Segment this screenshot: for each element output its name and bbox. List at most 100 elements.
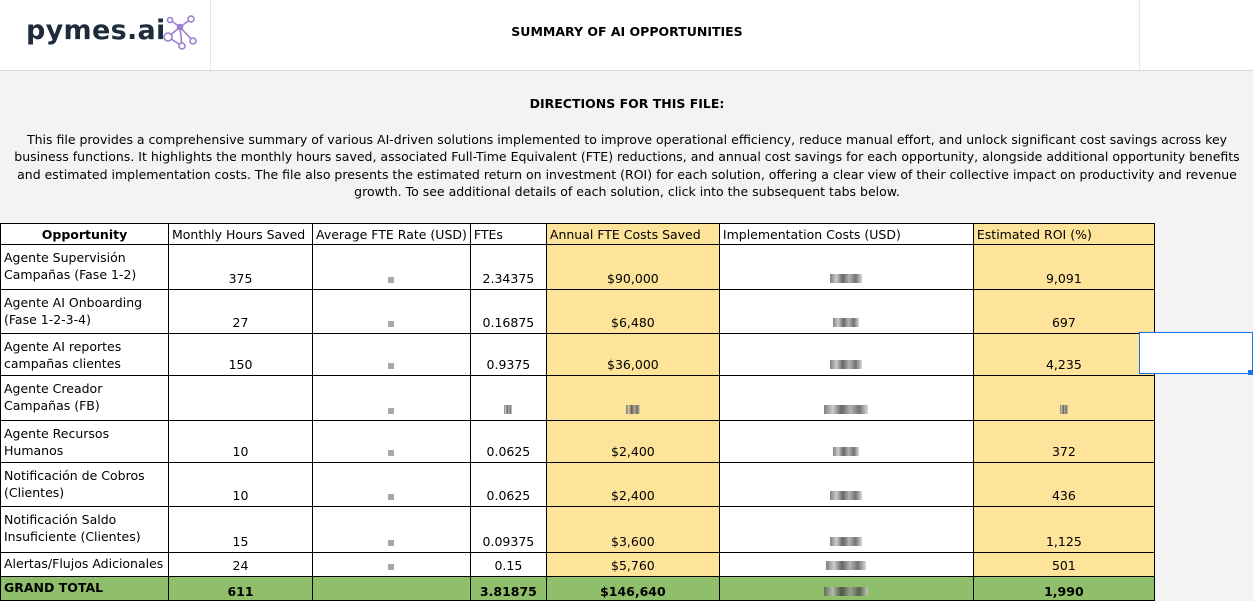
grand-total-row: GRAND TOTAL 611 3.81875 $146,640 1,990	[0, 576, 1155, 601]
header-annual-savings[interactable]: Annual FTE Costs Saved	[545, 223, 720, 245]
redacted-value	[388, 277, 395, 283]
redacted-value	[830, 274, 863, 283]
cell-ftes[interactable]: 0.16875	[469, 289, 547, 334]
cell-implementation-redacted[interactable]	[718, 289, 974, 334]
cell-fte-rate-redacted[interactable]	[312, 289, 471, 334]
total-estimated-roi[interactable]: 1,990	[972, 576, 1155, 601]
cell-ftes[interactable]	[469, 375, 547, 421]
cell-estimated-roi[interactable]: 501	[972, 552, 1155, 577]
header-fte-rate[interactable]: Average FTE Rate (USD)	[312, 223, 471, 245]
cell-monthly-hours[interactable]: 375	[168, 244, 313, 290]
redacted-value	[833, 447, 860, 456]
cell-opportunity[interactable]: Agente AI reportes campañas clientes	[0, 333, 169, 376]
cell-opportunity[interactable]: Notificación de Cobros (Clientes)	[0, 462, 169, 507]
cell-fte-rate-redacted[interactable]	[312, 333, 471, 376]
cell-implementation-redacted[interactable]	[718, 333, 974, 376]
total-annual-savings[interactable]: $146,640	[545, 576, 720, 601]
cell-estimated-roi[interactable]: 4,235	[972, 333, 1155, 376]
header-opportunity[interactable]: Opportunity	[0, 223, 169, 245]
cell-ftes[interactable]: 0.09375	[469, 506, 547, 553]
cell-implementation-redacted[interactable]	[718, 462, 974, 507]
table-header-row: Opportunity Monthly Hours Saved Average …	[0, 223, 1155, 245]
cell-estimated-roi[interactable]: 372	[972, 420, 1155, 463]
total-monthly-hours[interactable]: 611	[168, 576, 313, 601]
cell-opportunity[interactable]: Agente Supervisión Campañas (Fase 1-2)	[0, 244, 169, 290]
total-fte-rate[interactable]	[312, 576, 471, 601]
cell-monthly-hours[interactable]: 150	[168, 333, 313, 376]
table-row: Agente Recursos Humanos 10 0.0625 $2,400…	[0, 420, 1155, 463]
redacted-value	[388, 321, 395, 327]
cell-monthly-hours[interactable]: 24	[168, 552, 313, 577]
cell-annual-savings[interactable]: $2,400	[545, 420, 720, 463]
table-row: Notificación Saldo Insuficiente (Cliente…	[0, 506, 1155, 553]
table-row: Agente AI reportes campañas clientes 150…	[0, 333, 1155, 376]
cell-ftes[interactable]: 0.0625	[469, 420, 547, 463]
cell-fte-rate-redacted[interactable]	[312, 420, 471, 463]
cell-ftes[interactable]: 2.34375	[469, 244, 547, 290]
cell-annual-savings[interactable]	[545, 375, 720, 421]
redacted-value	[625, 405, 640, 414]
redacted-value	[824, 587, 869, 596]
cell-annual-savings[interactable]: $36,000	[545, 333, 720, 376]
cell-monthly-hours[interactable]	[168, 375, 313, 421]
cell-estimated-roi[interactable]	[972, 375, 1155, 421]
directions-text: This file provides a comprehensive summa…	[14, 132, 1240, 199]
table-row: Agente AI Onboarding (Fase 1-2-3-4) 27 0…	[0, 289, 1155, 334]
network-nodes-icon	[163, 15, 197, 50]
cell-opportunity[interactable]: Alertas/Flujos Adicionales	[0, 552, 169, 577]
header-ftes[interactable]: FTEs	[469, 223, 547, 245]
cell-annual-savings[interactable]: $90,000	[545, 244, 720, 290]
redacted-value	[388, 494, 395, 500]
table-row: Agente Supervisión Campañas (Fase 1-2) 3…	[0, 244, 1155, 290]
cell-ftes[interactable]: 0.9375	[469, 333, 547, 376]
cell-fte-rate-redacted[interactable]	[312, 375, 471, 421]
redacted-value	[826, 561, 867, 570]
cell-annual-savings[interactable]: $6,480	[545, 289, 720, 334]
cell-estimated-roi[interactable]: 1,125	[972, 506, 1155, 553]
cell-annual-savings[interactable]: $5,760	[545, 552, 720, 577]
selected-cell[interactable]	[1139, 332, 1253, 374]
table-row: Agente Creador Campañas (FB)	[0, 375, 1155, 421]
cell-opportunity[interactable]: Agente AI Onboarding (Fase 1-2-3-4)	[0, 289, 169, 334]
cell-monthly-hours[interactable]: 15	[168, 506, 313, 553]
cell-estimated-roi[interactable]: 9,091	[972, 244, 1155, 290]
redacted-value	[388, 564, 395, 570]
grid-line	[1139, 0, 1140, 70]
cell-implementation-redacted[interactable]	[718, 420, 974, 463]
opportunities-table: Opportunity Monthly Hours Saved Average …	[0, 223, 1155, 601]
header-monthly-hours[interactable]: Monthly Hours Saved	[168, 223, 313, 245]
cell-monthly-hours[interactable]: 27	[168, 289, 313, 334]
total-ftes[interactable]: 3.81875	[469, 576, 547, 601]
cell-ftes[interactable]: 0.15	[469, 552, 547, 577]
cell-ftes[interactable]: 0.0625	[469, 462, 547, 507]
cell-implementation-redacted[interactable]	[718, 552, 974, 577]
total-implementation-redacted[interactable]	[718, 576, 974, 601]
cell-implementation-redacted[interactable]	[718, 506, 974, 553]
cell-opportunity[interactable]: Agente Recursos Humanos	[0, 420, 169, 463]
cell-estimated-roi[interactable]: 436	[972, 462, 1155, 507]
cell-implementation-redacted[interactable]	[718, 244, 974, 290]
cell-monthly-hours[interactable]: 10	[168, 462, 313, 507]
cell-fte-rate-redacted[interactable]	[312, 552, 471, 577]
cell-annual-savings[interactable]: $3,600	[545, 506, 720, 553]
cell-annual-savings[interactable]: $2,400	[545, 462, 720, 507]
redacted-value	[830, 491, 863, 500]
cell-opportunity[interactable]: Notificación Saldo Insuficiente (Cliente…	[0, 506, 169, 553]
logo: pymes.ai	[16, 9, 210, 58]
grid-line	[210, 0, 211, 70]
total-label[interactable]: GRAND TOTAL	[0, 576, 169, 601]
cell-opportunity[interactable]: Agente Creador Campañas (FB)	[0, 375, 169, 421]
cell-fte-rate-redacted[interactable]	[312, 462, 471, 507]
redacted-value	[388, 408, 395, 414]
directions-title: DIRECTIONS FOR THIS FILE:	[529, 96, 725, 111]
cell-fte-rate-redacted[interactable]	[312, 506, 471, 553]
header-band: pymes.ai SUMMARY OF AI OPPORTUNITIES	[0, 0, 1253, 71]
header-estimated-roi[interactable]: Estimated ROI (%)	[972, 223, 1155, 245]
redacted-value	[388, 363, 395, 369]
fill-handle[interactable]	[1248, 370, 1253, 375]
cell-monthly-hours[interactable]: 10	[168, 420, 313, 463]
cell-estimated-roi[interactable]: 697	[972, 289, 1155, 334]
cell-fte-rate-redacted[interactable]	[312, 244, 471, 290]
header-implementation-costs[interactable]: Implementation Costs (USD)	[718, 223, 974, 245]
cell-implementation-redacted[interactable]	[718, 375, 974, 421]
